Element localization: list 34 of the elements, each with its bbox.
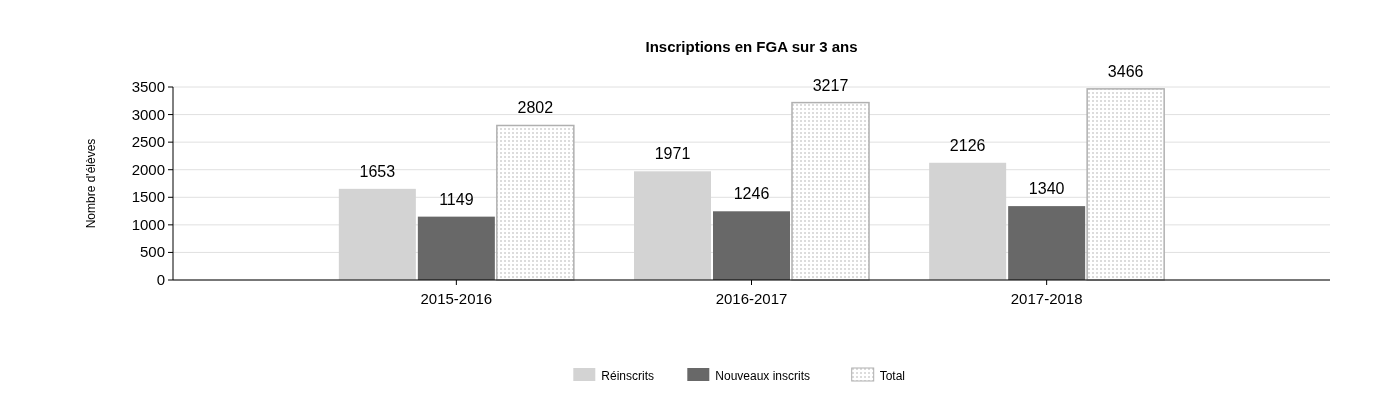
data-label: 2126 [949,136,986,154]
data-label: 3466 [1107,62,1144,80]
legend-label: Total [879,369,906,383]
data-label: 1971 [654,145,691,163]
y-tick-label: 3500 [131,78,165,95]
bar [713,211,790,280]
y-tick-label: 1500 [131,188,165,206]
y-tick-label: 2500 [131,133,165,151]
x-tick-label: 2016-2017 [715,290,788,307]
y-tick-label: 500 [139,243,165,261]
y-tick-label: 3000 [131,105,165,123]
bar [496,124,575,281]
bar [1008,206,1086,280]
legend-label: Réinscrits [601,369,654,383]
legend-label: Nouveaux inscrits [715,369,811,383]
bar [338,188,416,280]
data-label: 1246 [733,185,770,203]
x-tick-label: 2015-2016 [420,290,493,307]
data-label: 1340 [1028,180,1065,198]
bar [1086,88,1165,281]
bar [929,162,1007,280]
data-label: 1149 [439,190,474,208]
data-label: 3217 [812,76,849,94]
data-label: 2802 [517,99,554,117]
y-tick-label: 2000 [131,160,165,178]
y-tick-label: 0 [156,271,165,288]
bar [634,171,711,280]
chart-title: Inscriptions en FGA sur 3 ans [645,38,858,55]
bar [417,216,495,280]
y-axis-title: Nombre d'élèves [84,138,98,229]
data-label: 1653 [359,162,396,180]
x-tick-label: 2017-2018 [1010,290,1083,307]
bar [791,101,870,281]
y-tick-label: 1000 [131,215,165,233]
